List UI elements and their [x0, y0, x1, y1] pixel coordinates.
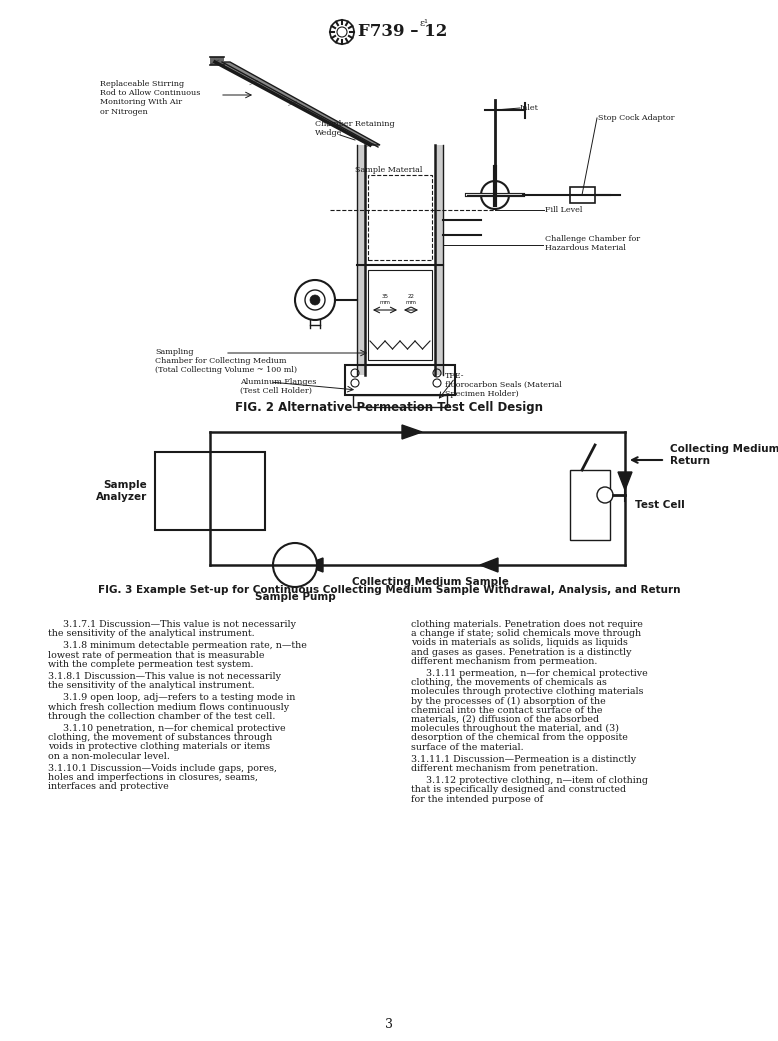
Text: on a non-molecular level.: on a non-molecular level. [48, 752, 170, 761]
Text: Challenge Chamber for
Hazardous Material: Challenge Chamber for Hazardous Material [545, 235, 640, 252]
Polygon shape [203, 475, 217, 493]
Text: Stop Cock Adaptor: Stop Cock Adaptor [598, 115, 675, 122]
Text: Inlet: Inlet [520, 104, 539, 112]
Text: clothing, the movement of substances through: clothing, the movement of substances thr… [48, 733, 272, 742]
Text: through the collection chamber of the test cell.: through the collection chamber of the te… [48, 712, 275, 720]
Polygon shape [480, 558, 498, 572]
Text: by the processes of (1) absorption of the: by the processes of (1) absorption of th… [411, 696, 606, 706]
Circle shape [310, 295, 320, 305]
Circle shape [295, 280, 335, 320]
Text: different mechanism from penetration.: different mechanism from penetration. [411, 764, 598, 773]
Text: Aluminum Flanges
(Test Cell Holder): Aluminum Flanges (Test Cell Holder) [240, 378, 317, 396]
Text: 3.1.10.1 Discussion—Voids include gaps, pores,: 3.1.10.1 Discussion—Voids include gaps, … [48, 764, 277, 772]
Polygon shape [305, 558, 323, 572]
Text: Chamber Retaining
Wedge: Chamber Retaining Wedge [315, 120, 394, 137]
Bar [353, 395, 447, 407]
Text: Sample
Analyzer: Sample Analyzer [96, 480, 147, 502]
Polygon shape [215, 62, 380, 145]
Text: 3.1.11 permeation, n—for chemical protective: 3.1.11 permeation, n—for chemical protec… [426, 669, 648, 678]
Text: voids in protective clothing materials or items: voids in protective clothing materials o… [48, 742, 270, 752]
Text: FIG. 3 Example Set-up for Continuous Collecting Medium Sample Withdrawal, Analys: FIG. 3 Example Set-up for Continuous Col… [98, 585, 680, 595]
Text: the sensitivity of the analytical instrument.: the sensitivity of the analytical instru… [48, 629, 254, 638]
Text: voids in materials as solids, liquids as liquids: voids in materials as solids, liquids as… [411, 638, 628, 648]
Bar [435, 145, 443, 375]
Text: for the intended purpose of: for the intended purpose of [411, 794, 543, 804]
Text: 3.1.9 open loop, adj—refers to a testing mode in: 3.1.9 open loop, adj—refers to a testing… [63, 693, 296, 703]
Text: which fresh collection medium flows continuously: which fresh collection medium flows cont… [48, 703, 289, 712]
Circle shape [597, 487, 613, 503]
Text: Replaceable Stirring
Rod to Allow Continuous
Monitoring With Air
or Nitrogen: Replaceable Stirring Rod to Allow Contin… [100, 80, 201, 116]
Text: Sample Material: Sample Material [355, 166, 422, 174]
Circle shape [305, 290, 325, 310]
Text: molecules throughout the material, and (3): molecules throughout the material, and (… [411, 725, 619, 733]
Text: 3.1.11.1 Discussion—Permeation is a distinctly: 3.1.11.1 Discussion—Permeation is a dist… [411, 755, 636, 764]
Polygon shape [618, 472, 632, 490]
Text: TFE-
fluorocarbon Seals (Material
Specimen Holder): TFE- fluorocarbon Seals (Material Specim… [445, 372, 562, 399]
Text: materials, (2) diffusion of the absorbed: materials, (2) diffusion of the absorbed [411, 715, 599, 723]
Circle shape [481, 181, 509, 209]
Text: molecules through protective clothing materials: molecules through protective clothing ma… [411, 687, 643, 696]
Text: 3.1.12 protective clothing, n—item of clothing: 3.1.12 protective clothing, n—item of cl… [426, 777, 648, 785]
Text: F739 – 12: F739 – 12 [358, 24, 447, 41]
Text: and gases as gases. Penetration is a distinctly: and gases as gases. Penetration is a dis… [411, 648, 632, 657]
Text: clothing materials. Penetration does not require: clothing materials. Penetration does not… [411, 620, 643, 629]
Bar [368, 175, 432, 260]
Text: clothing, the movements of chemicals as: clothing, the movements of chemicals as [411, 678, 607, 687]
Text: Test Cell: Test Cell [635, 500, 685, 510]
Text: with the complete permeation test system.: with the complete permeation test system… [48, 660, 254, 668]
Text: Collecting Medium
Return: Collecting Medium Return [670, 445, 778, 465]
Text: 3.1.8 minimum detectable permeation rate, n—the: 3.1.8 minimum detectable permeation rate… [63, 641, 307, 651]
Text: a change if state; solid chemicals move through: a change if state; solid chemicals move … [411, 629, 641, 638]
Bar [155, 452, 265, 530]
Text: the sensitivity of the analytical instrument.: the sensitivity of the analytical instru… [48, 681, 254, 690]
Text: holes and imperfections in closures, seams,: holes and imperfections in closures, sea… [48, 773, 258, 782]
Bar [570, 469, 610, 540]
Text: Collecting Medium Sample: Collecting Medium Sample [352, 577, 509, 587]
Text: 3: 3 [385, 1018, 393, 1032]
Bar [357, 145, 365, 375]
Text: different mechanism from permeation.: different mechanism from permeation. [411, 657, 598, 666]
Text: FIG. 2 Alternative Permeation Test Cell Design: FIG. 2 Alternative Permeation Test Cell … [235, 401, 543, 413]
Text: 35
mm: 35 mm [380, 295, 391, 305]
Text: chemical into the contact surface of the: chemical into the contact surface of the [411, 706, 602, 715]
Text: that is specifically designed and constructed: that is specifically designed and constr… [411, 785, 626, 794]
Text: Sample Pump: Sample Pump [254, 592, 335, 602]
Text: desorption of the chemical from the opposite: desorption of the chemical from the oppo… [411, 734, 628, 742]
Text: ε¹: ε¹ [420, 20, 429, 28]
Text: 3.1.8.1 Discussion—This value is not necessarily: 3.1.8.1 Discussion—This value is not nec… [48, 672, 281, 681]
Text: Fill Level: Fill Level [545, 206, 583, 214]
Bar [570, 187, 595, 203]
Bar [345, 365, 455, 395]
Bar [368, 270, 432, 360]
Text: surface of the material.: surface of the material. [411, 742, 524, 752]
Text: 22
mm: 22 mm [405, 295, 416, 305]
Text: 3.1.10 penetration, n—for chemical protective: 3.1.10 penetration, n—for chemical prote… [63, 723, 286, 733]
Bar [210, 57, 224, 65]
Text: lowest rate of permeation that is measurable: lowest rate of permeation that is measur… [48, 651, 265, 660]
Circle shape [273, 543, 317, 587]
Polygon shape [402, 425, 422, 439]
Text: Sampling
Chamber for Collecting Medium
(Total Collecting Volume ~ 100 ml): Sampling Chamber for Collecting Medium (… [155, 348, 297, 375]
Text: 3.1.7.1 Discussion—This value is not necessarily: 3.1.7.1 Discussion—This value is not nec… [63, 620, 296, 629]
Text: interfaces and protective: interfaces and protective [48, 782, 169, 791]
